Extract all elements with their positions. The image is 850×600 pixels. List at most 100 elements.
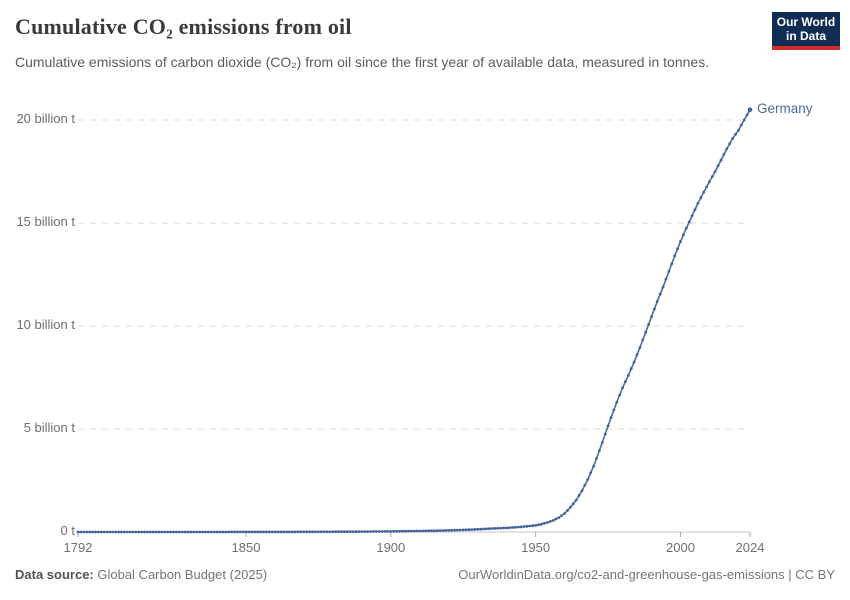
data-point-marker bbox=[600, 441, 604, 444]
data-point-marker bbox=[493, 527, 497, 530]
data-point-marker bbox=[88, 530, 91, 534]
data-point-marker bbox=[311, 530, 314, 534]
data-point-marker bbox=[574, 498, 578, 502]
data-point-marker bbox=[673, 254, 677, 258]
data-point-marker bbox=[273, 530, 277, 534]
data-point-marker bbox=[395, 529, 398, 533]
data-point-marker bbox=[580, 489, 584, 493]
data-point-marker bbox=[412, 529, 416, 533]
data-point-marker bbox=[337, 530, 341, 534]
data-point-marker bbox=[540, 522, 543, 526]
data-source-note: Data source: Global Carbon Budget (2025) bbox=[15, 567, 267, 582]
data-point-marker bbox=[169, 530, 173, 534]
data-point-marker bbox=[684, 226, 688, 230]
x-axis-tick-label-1900: 1900 bbox=[376, 540, 406, 555]
data-point-marker bbox=[569, 505, 572, 509]
data-point-marker bbox=[702, 190, 706, 194]
data-point-marker bbox=[120, 530, 123, 534]
data-point-marker bbox=[209, 530, 213, 534]
data-point-marker bbox=[739, 123, 743, 127]
series-line-germany[interactable] bbox=[76, 107, 753, 534]
data-point-marker bbox=[377, 530, 381, 533]
data-point-marker bbox=[267, 530, 271, 534]
owid-logo[interactable]: Our World in Data bbox=[772, 12, 840, 50]
data-point-marker bbox=[621, 386, 624, 390]
data-point-marker bbox=[482, 527, 485, 531]
owid-logo-line1: Our World bbox=[776, 15, 836, 29]
data-point-marker bbox=[262, 530, 265, 534]
data-point-marker bbox=[719, 158, 723, 162]
data-point-marker bbox=[690, 214, 694, 218]
data-point-marker bbox=[644, 330, 648, 334]
data-point-marker bbox=[175, 530, 178, 534]
data-point-marker bbox=[134, 530, 138, 534]
data-point-marker bbox=[687, 220, 691, 224]
data-point-marker bbox=[609, 416, 613, 420]
data-point-marker bbox=[470, 528, 474, 531]
data-point-marker bbox=[250, 530, 254, 534]
data-point-marker bbox=[716, 164, 720, 168]
data-point-marker bbox=[276, 530, 280, 534]
data-point-marker bbox=[180, 530, 184, 534]
data-point-marker bbox=[595, 457, 598, 460]
data-point-marker bbox=[102, 530, 106, 534]
data-point-marker bbox=[603, 432, 607, 436]
x-axis-tick-label-1792: 1792 bbox=[63, 540, 93, 555]
data-point-marker bbox=[218, 530, 222, 534]
data-point-marker bbox=[476, 527, 480, 531]
chart-footer: Data source: Global Carbon Budget (2025)… bbox=[15, 567, 835, 582]
data-point-marker bbox=[650, 315, 653, 319]
data-point-marker bbox=[137, 530, 141, 534]
data-point-marker bbox=[346, 530, 349, 534]
data-point-marker bbox=[221, 530, 225, 534]
data-point-marker bbox=[554, 517, 558, 521]
data-point-marker bbox=[279, 530, 283, 534]
data-point-marker bbox=[566, 509, 569, 512]
data-point-marker bbox=[183, 530, 187, 534]
data-point-marker bbox=[386, 530, 390, 533]
y-axis-tick-15: 15 billion t bbox=[16, 214, 75, 229]
data-point-marker bbox=[658, 292, 662, 296]
data-point-marker bbox=[392, 529, 396, 533]
data-point-marker bbox=[537, 523, 540, 527]
data-point-marker bbox=[172, 530, 176, 534]
data-point-marker bbox=[598, 449, 601, 452]
data-point-marker bbox=[389, 530, 393, 533]
data-point-marker bbox=[99, 530, 103, 534]
data-point-marker bbox=[403, 529, 407, 533]
data-point-marker bbox=[542, 521, 546, 525]
data-point-marker bbox=[456, 528, 459, 532]
data-point-marker bbox=[308, 530, 312, 534]
data-point-marker bbox=[551, 519, 555, 522]
data-point-marker bbox=[351, 530, 355, 534]
data-point-marker bbox=[151, 530, 155, 534]
data-point-marker bbox=[713, 170, 717, 173]
data-point-marker bbox=[105, 530, 109, 534]
data-point-marker bbox=[473, 528, 477, 531]
x-axis-tick-label-2000: 2000 bbox=[666, 540, 695, 555]
data-point-marker bbox=[606, 424, 610, 428]
data-point-marker bbox=[372, 530, 375, 533]
data-point-marker bbox=[131, 530, 135, 534]
data-point-marker bbox=[516, 525, 520, 529]
data-point-marker bbox=[186, 530, 190, 534]
data-point-marker bbox=[592, 464, 595, 468]
data-point-marker bbox=[285, 530, 288, 534]
data-point-marker bbox=[742, 118, 746, 122]
data-point-marker bbox=[128, 530, 132, 534]
data-point-marker bbox=[624, 380, 627, 383]
chart-subtitle: Cumulative emissions of carbon dioxide (… bbox=[15, 54, 710, 70]
series-path bbox=[78, 109, 751, 533]
data-point-marker bbox=[458, 528, 462, 532]
owid-url-license[interactable]: OurWorldinData.org/co2-and-greenhouse-ga… bbox=[458, 567, 835, 582]
data-point-marker bbox=[238, 530, 242, 534]
data-point-marker bbox=[710, 175, 714, 179]
data-point-marker bbox=[461, 528, 465, 532]
data-point-marker bbox=[340, 530, 343, 534]
entity-label-germany[interactable]: Germany bbox=[757, 100, 813, 116]
data-point-marker bbox=[343, 530, 346, 534]
data-point-marker bbox=[247, 530, 251, 534]
data-point-marker bbox=[383, 530, 387, 533]
data-point-marker bbox=[154, 530, 158, 534]
data-point-marker bbox=[149, 530, 152, 534]
